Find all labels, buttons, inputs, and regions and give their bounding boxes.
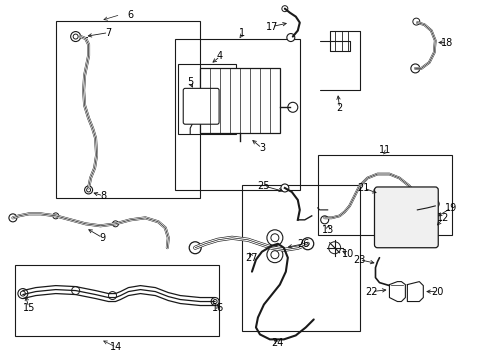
Text: 5: 5 bbox=[187, 77, 193, 87]
Circle shape bbox=[287, 102, 297, 112]
Circle shape bbox=[286, 33, 294, 41]
Text: 14: 14 bbox=[110, 342, 122, 352]
Circle shape bbox=[108, 292, 116, 300]
Circle shape bbox=[213, 300, 217, 303]
Text: 7: 7 bbox=[105, 28, 111, 37]
Bar bbox=[56, 21, 200, 198]
Circle shape bbox=[266, 247, 282, 263]
Circle shape bbox=[266, 230, 282, 246]
Circle shape bbox=[270, 234, 278, 242]
Circle shape bbox=[280, 184, 288, 192]
Circle shape bbox=[9, 214, 17, 222]
Bar bbox=[15, 265, 219, 336]
Circle shape bbox=[410, 64, 419, 73]
Bar bbox=[200, 68, 279, 133]
Circle shape bbox=[189, 96, 197, 104]
Bar bbox=[175, 39, 299, 190]
Circle shape bbox=[71, 32, 81, 41]
Circle shape bbox=[390, 206, 403, 218]
Text: 9: 9 bbox=[99, 233, 105, 243]
Circle shape bbox=[385, 200, 408, 224]
Circle shape bbox=[112, 221, 118, 227]
Circle shape bbox=[72, 287, 80, 294]
Circle shape bbox=[281, 6, 287, 12]
Text: 27: 27 bbox=[245, 253, 258, 263]
Circle shape bbox=[211, 298, 219, 306]
Circle shape bbox=[86, 188, 90, 192]
Text: 1: 1 bbox=[239, 28, 244, 37]
Circle shape bbox=[301, 238, 313, 250]
Circle shape bbox=[202, 95, 212, 105]
Text: 12: 12 bbox=[436, 213, 448, 223]
FancyBboxPatch shape bbox=[374, 187, 437, 248]
Text: 18: 18 bbox=[440, 37, 452, 48]
Text: 6: 6 bbox=[127, 10, 133, 20]
Text: 23: 23 bbox=[353, 255, 365, 265]
Text: 11: 11 bbox=[379, 145, 391, 155]
Text: 17: 17 bbox=[265, 22, 278, 32]
Text: 21: 21 bbox=[357, 183, 369, 193]
Circle shape bbox=[53, 213, 59, 219]
Circle shape bbox=[428, 224, 436, 232]
Text: 15: 15 bbox=[22, 302, 35, 312]
Circle shape bbox=[430, 200, 438, 208]
Circle shape bbox=[18, 289, 28, 298]
Circle shape bbox=[84, 186, 92, 194]
Text: 20: 20 bbox=[430, 287, 443, 297]
Circle shape bbox=[73, 34, 78, 39]
Circle shape bbox=[320, 216, 328, 224]
Text: 19: 19 bbox=[444, 203, 456, 213]
Text: 2: 2 bbox=[336, 103, 342, 113]
Bar bbox=[242, 185, 359, 332]
Circle shape bbox=[189, 242, 201, 254]
Text: 10: 10 bbox=[341, 249, 353, 259]
Text: 22: 22 bbox=[365, 287, 377, 297]
Text: 8: 8 bbox=[100, 191, 106, 201]
Text: 25: 25 bbox=[257, 181, 270, 191]
FancyBboxPatch shape bbox=[183, 88, 219, 124]
Text: 4: 4 bbox=[217, 51, 223, 62]
Text: 16: 16 bbox=[211, 302, 224, 312]
Text: 3: 3 bbox=[258, 143, 264, 153]
Bar bbox=[178, 64, 236, 134]
Text: 26: 26 bbox=[297, 239, 309, 249]
Text: 13: 13 bbox=[321, 225, 333, 235]
Circle shape bbox=[270, 251, 278, 259]
Bar bbox=[317, 155, 451, 235]
Circle shape bbox=[412, 18, 419, 25]
Text: 24: 24 bbox=[271, 338, 284, 348]
Circle shape bbox=[20, 291, 25, 296]
